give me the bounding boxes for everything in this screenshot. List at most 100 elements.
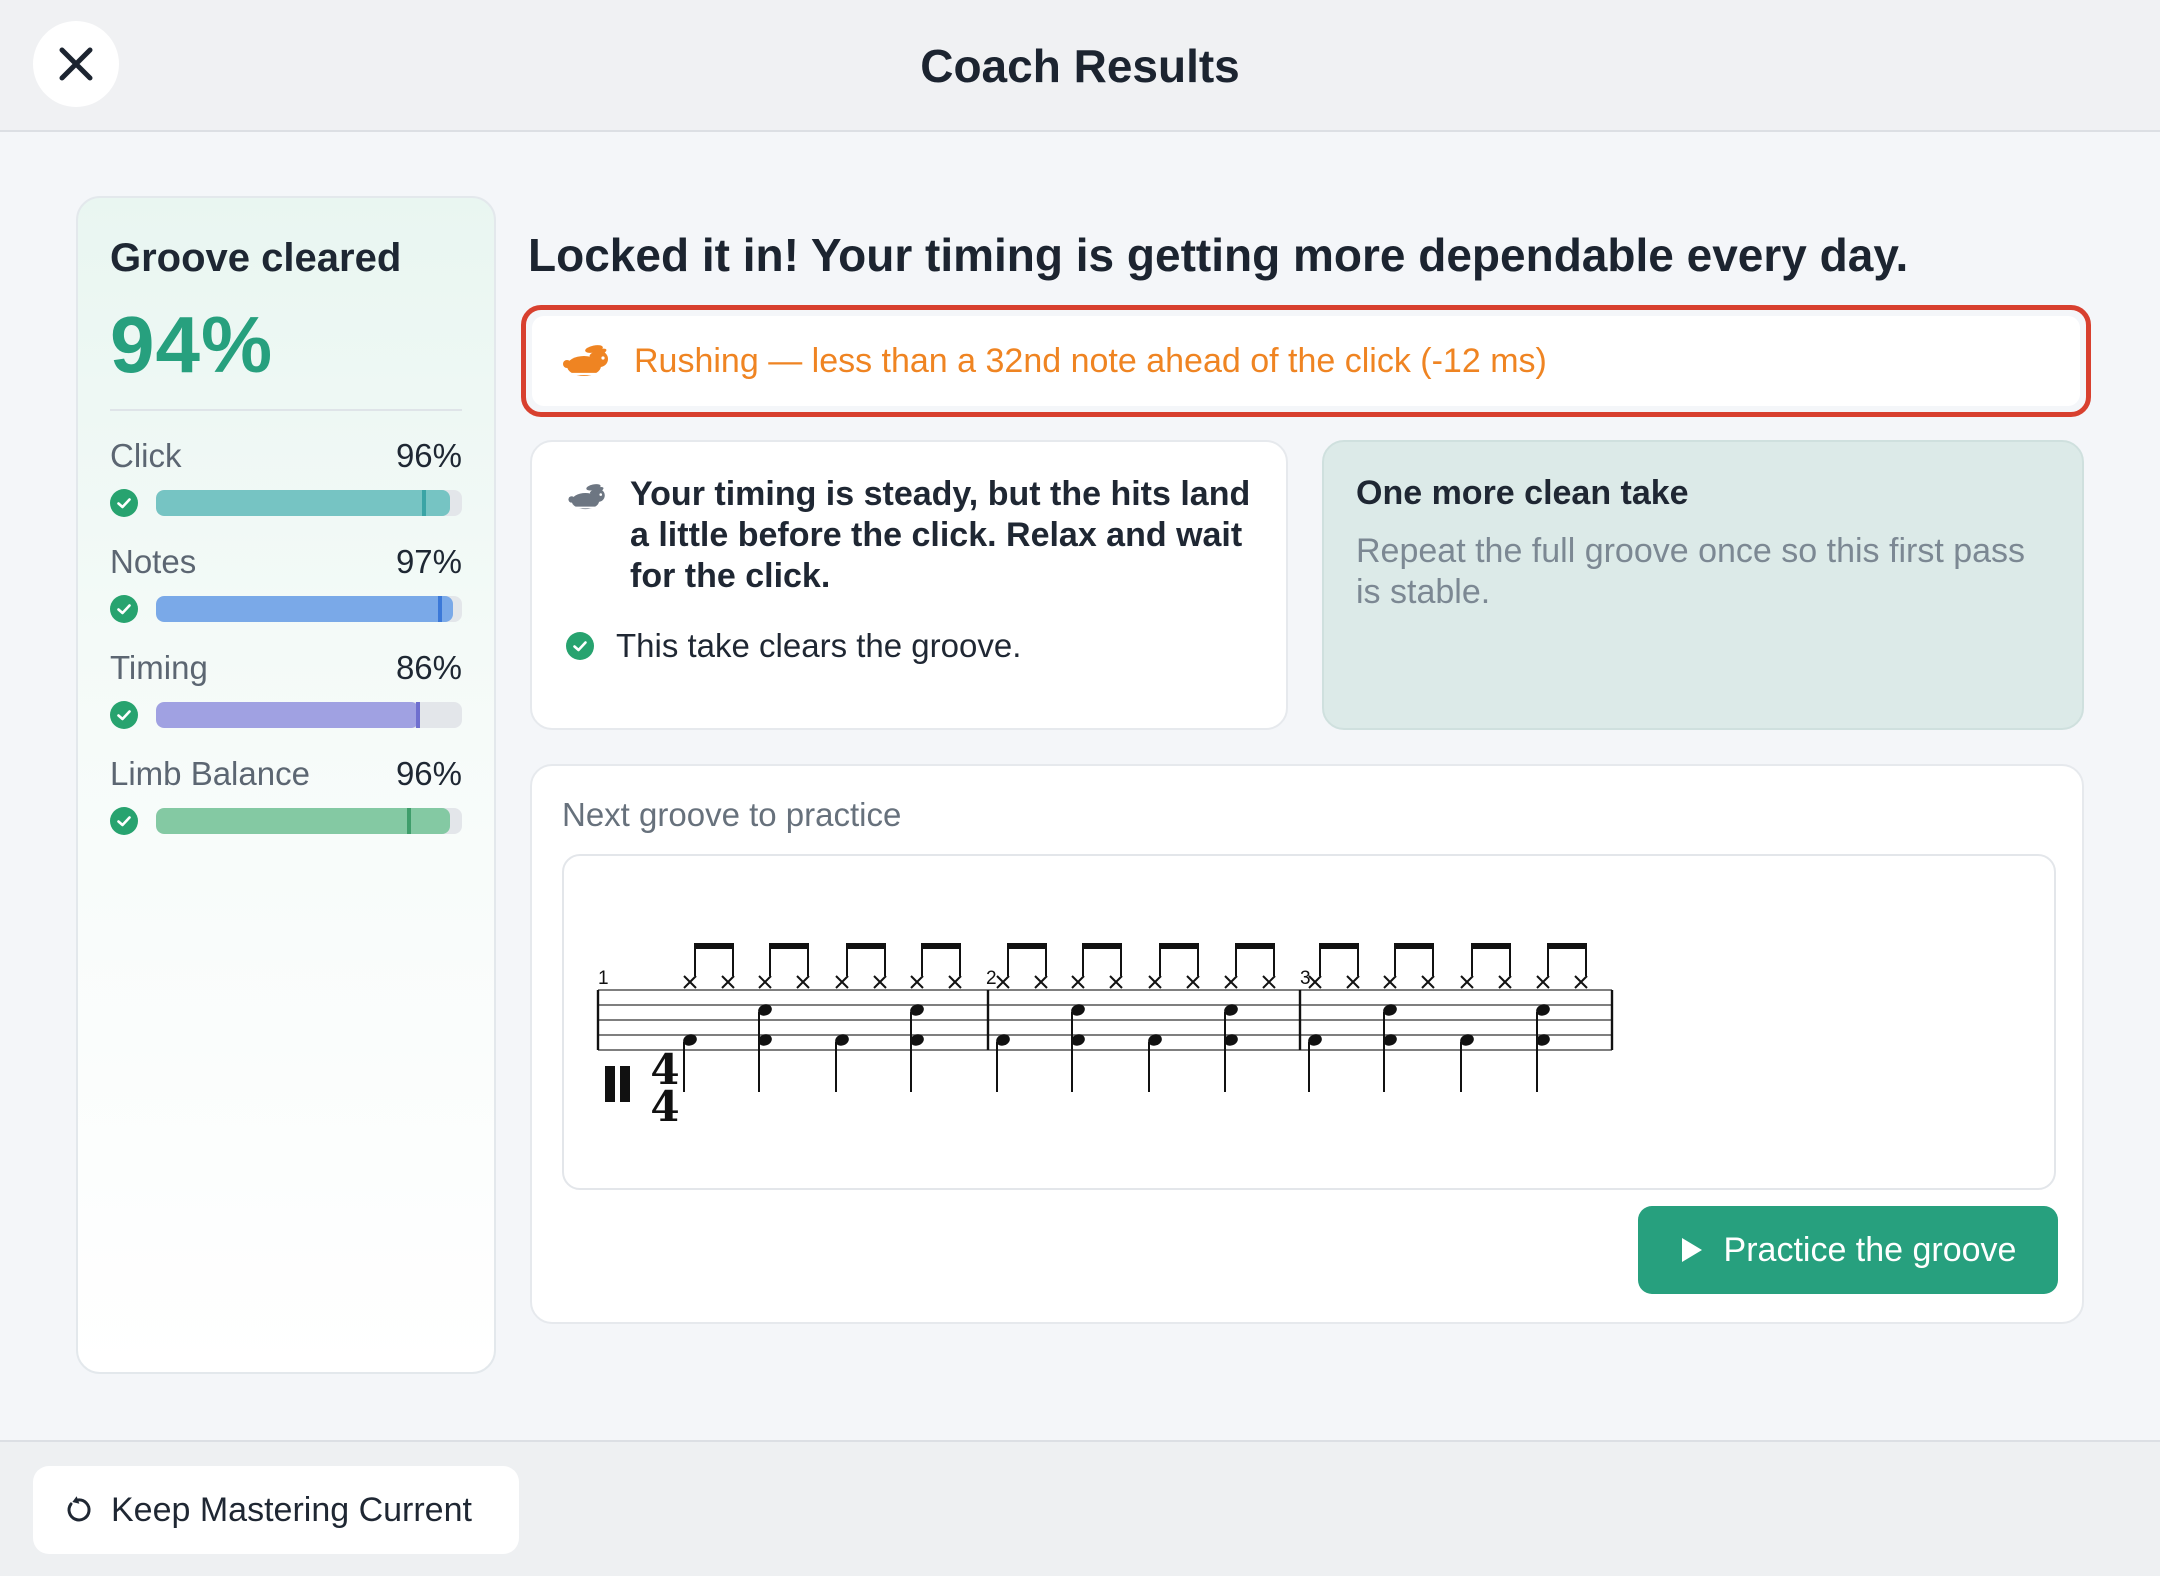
metric-value: 96% bbox=[395, 755, 462, 792]
kick-note bbox=[996, 1034, 1010, 1046]
measure-number: 1 bbox=[598, 968, 609, 989]
alert-text: Rushing — less than a 32nd note ahead of… bbox=[634, 341, 1547, 380]
hihat-note bbox=[1460, 975, 1474, 989]
metric-notes: Notes 97% bbox=[110, 543, 462, 623]
hihat-note bbox=[1498, 975, 1512, 989]
kick-note bbox=[1148, 1034, 1162, 1046]
metrics-list: Click 96% Notes 97% Timing 86% Limb Balance 96% bbox=[110, 437, 462, 835]
kick-note bbox=[758, 1034, 772, 1046]
metric-head: Notes 97% bbox=[110, 543, 462, 581]
snare-note bbox=[1536, 1004, 1550, 1016]
progress-fill bbox=[156, 808, 450, 834]
hihat-note bbox=[758, 975, 772, 989]
metric-value: 97% bbox=[395, 543, 462, 580]
metric-head: Limb Balance 96% bbox=[110, 755, 462, 793]
beam bbox=[1471, 943, 1511, 949]
kick-note bbox=[683, 1034, 697, 1046]
hihat-note bbox=[1421, 975, 1435, 989]
time-sig-top: 4 bbox=[650, 1045, 679, 1094]
tip-body: Repeat the full groove once so this firs… bbox=[1356, 532, 2026, 611]
metric-value: 86% bbox=[395, 649, 462, 686]
close-icon bbox=[59, 47, 93, 81]
page-title: Coach Results bbox=[920, 40, 1240, 92]
hihat-note bbox=[996, 975, 1010, 989]
restart-icon bbox=[67, 1496, 91, 1522]
snare-note bbox=[1383, 1004, 1397, 1016]
percussion-clef bbox=[605, 1066, 630, 1102]
beam bbox=[1547, 943, 1587, 949]
progress-marker bbox=[437, 596, 442, 622]
keep-mastering-button[interactable]: Keep Mastering Current bbox=[33, 1466, 519, 1554]
metric-limb-balance: Limb Balance 96% bbox=[110, 755, 462, 835]
time-sig-bottom: 4 bbox=[650, 1082, 679, 1131]
progress-fill bbox=[156, 702, 420, 728]
progress-bar bbox=[156, 702, 462, 728]
groove-card: Next groove to practice 4 4 1 2 3 Practi… bbox=[530, 764, 2084, 1324]
feedback-card: Your timing is steady, but the hits land… bbox=[530, 440, 1288, 730]
beam bbox=[1007, 943, 1047, 949]
feedback-ok-text: This take clears the groove. bbox=[616, 627, 1022, 664]
metric-bar-row bbox=[110, 595, 462, 623]
keep-mastering-label: Keep Mastering Current bbox=[111, 1490, 472, 1529]
practice-groove-button[interactable]: Practice the groove bbox=[1638, 1206, 2058, 1294]
check-circle-icon bbox=[110, 807, 138, 835]
notation-box: 4 4 1 2 3 bbox=[562, 854, 2056, 1190]
hihat-note bbox=[1109, 975, 1123, 989]
footer: Keep Mastering Current bbox=[0, 1440, 2160, 1576]
progress-fill bbox=[156, 596, 453, 622]
kick-note bbox=[1224, 1034, 1238, 1046]
metric-bar-row bbox=[110, 807, 462, 835]
progress-fill bbox=[156, 490, 450, 516]
hihat-note bbox=[1383, 975, 1397, 989]
header: Coach Results bbox=[0, 0, 2160, 132]
metric-name: Timing bbox=[110, 649, 208, 686]
beam bbox=[1235, 943, 1275, 949]
progress-marker bbox=[416, 702, 421, 728]
snare-note bbox=[758, 1004, 772, 1016]
rushing-alert: Rushing — less than a 32nd note ahead of… bbox=[521, 305, 2091, 417]
progress-bar bbox=[156, 808, 462, 834]
score-divider bbox=[110, 409, 462, 411]
progress-bar bbox=[156, 490, 462, 516]
hihat-note bbox=[1071, 975, 1085, 989]
beam bbox=[1159, 943, 1199, 949]
hihat-note bbox=[1536, 975, 1550, 989]
snare-note bbox=[1071, 1004, 1085, 1016]
hihat-note bbox=[721, 975, 735, 989]
score-label: Groove cleared bbox=[110, 236, 402, 280]
headline: Locked it in! Your timing is getting mor… bbox=[528, 229, 1909, 281]
hihat-note bbox=[910, 975, 924, 989]
hihat-note bbox=[1186, 975, 1200, 989]
metric-head: Click 96% bbox=[110, 437, 462, 475]
measure-number: 3 bbox=[1300, 968, 1311, 989]
kick-note bbox=[1460, 1034, 1474, 1046]
kick-note bbox=[1308, 1034, 1322, 1046]
feedback-ok: This take clears the groove. bbox=[566, 627, 1252, 665]
hihat-note bbox=[948, 975, 962, 989]
feedback-row: Your timing is steady, but the hits land… bbox=[566, 474, 1252, 597]
close-button[interactable] bbox=[33, 21, 119, 107]
beam bbox=[1394, 943, 1434, 949]
hihat-note bbox=[1262, 975, 1276, 989]
check-circle-icon bbox=[110, 489, 138, 517]
progress-marker bbox=[422, 490, 427, 516]
kick-note bbox=[1383, 1034, 1397, 1046]
hihat-note bbox=[835, 975, 849, 989]
progress-bar bbox=[156, 596, 462, 622]
beam bbox=[921, 943, 961, 949]
tip-card: One more clean take Repeat the full groo… bbox=[1322, 440, 2084, 730]
rabbit-icon bbox=[563, 345, 608, 376]
hihat-note bbox=[873, 975, 887, 989]
tip-title: One more clean take bbox=[1356, 474, 1689, 512]
check-circle-icon bbox=[566, 632, 594, 660]
hihat-note bbox=[1224, 975, 1238, 989]
beam bbox=[769, 943, 809, 949]
metric-click: Click 96% bbox=[110, 437, 462, 517]
check-circle-icon bbox=[110, 595, 138, 623]
rushing-alert-inner: Rushing — less than a 32nd note ahead of… bbox=[532, 316, 2080, 406]
beam bbox=[694, 943, 734, 949]
metric-bar-row bbox=[110, 489, 462, 517]
snare-note bbox=[1224, 1004, 1238, 1016]
snare-note bbox=[910, 1004, 924, 1016]
rabbit-icon bbox=[568, 484, 605, 510]
